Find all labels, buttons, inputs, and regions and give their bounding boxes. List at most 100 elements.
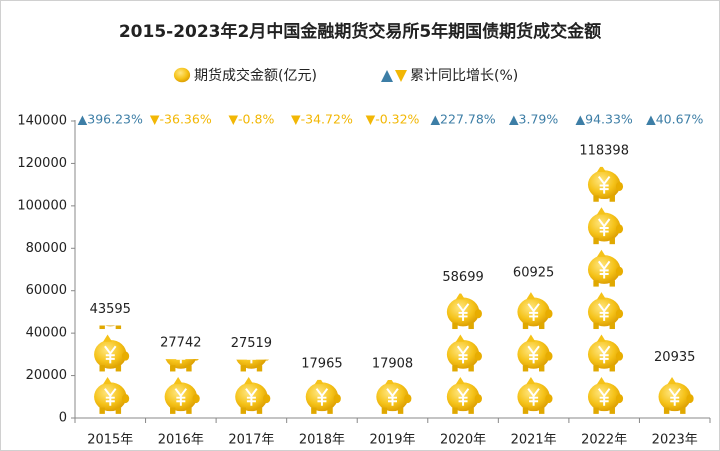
icon-snout	[121, 394, 130, 404]
icon-leg	[609, 407, 615, 414]
icon-yen	[527, 345, 540, 364]
icon-ear	[667, 376, 677, 385]
icon-snout	[615, 309, 624, 319]
icon-yen	[315, 388, 329, 406]
icon-leg	[452, 365, 458, 372]
icon-snout	[192, 394, 200, 404]
icon-leg	[99, 325, 105, 330]
icon-leg	[240, 407, 246, 414]
value-label: 58699	[442, 270, 483, 285]
icon-yen	[597, 260, 611, 279]
icon-leg	[539, 365, 545, 372]
icon-leg	[539, 322, 545, 330]
y-tick-label: 60000	[26, 283, 67, 298]
icon-leg	[593, 322, 599, 330]
icon-yen	[597, 303, 611, 321]
icon-snout	[263, 394, 271, 404]
icon-ear	[596, 166, 606, 173]
icon-leg	[609, 322, 615, 330]
icon-ear	[103, 376, 113, 385]
icon-leg	[609, 237, 615, 245]
icon-leg	[452, 322, 458, 330]
icon-leg	[311, 407, 317, 414]
icon-leg	[452, 407, 458, 414]
piggy-icon	[517, 376, 553, 414]
icon-snout	[615, 224, 624, 234]
piggy-icon	[94, 376, 130, 414]
value-label: 60925	[513, 265, 554, 280]
icon-yen	[597, 345, 611, 364]
piggy-icon	[446, 293, 482, 330]
icon-leg	[327, 407, 333, 414]
chart-title: 2015-2023年2月中国金融期货交易所5年期国债期货成交金额	[119, 21, 601, 42]
growth-label: ▼-36.36%	[150, 112, 212, 127]
bar	[446, 293, 482, 414]
icon-yen	[527, 388, 540, 406]
icon-snout	[474, 309, 482, 319]
bar	[376, 380, 412, 414]
piggy-icon	[235, 376, 271, 414]
icon-ear	[596, 207, 606, 215]
y-tick-label: 40000	[26, 326, 67, 341]
piggy-icon	[446, 334, 482, 372]
growth-label: ▼-0.32%	[366, 112, 420, 127]
value-label: 17908	[372, 357, 413, 372]
icon-yen	[386, 388, 399, 406]
icon-yen	[597, 175, 611, 194]
legend-label: 期货成交金额(亿元)	[194, 67, 317, 84]
growth-label: ▲396.23%	[78, 112, 143, 127]
icon-leg	[522, 407, 529, 414]
icon-leg	[468, 365, 474, 372]
growth-label: ▲40.67%	[646, 112, 703, 127]
icon-yen	[104, 388, 117, 406]
legend: 期货成交金额(亿元) 累计同比增长(%)	[173, 67, 518, 84]
piggy-icon	[164, 376, 200, 414]
piggy-icon	[517, 334, 553, 372]
icon-ear	[385, 380, 395, 385]
icon-snout	[615, 351, 624, 361]
icon-yen	[174, 388, 188, 406]
icon-leg	[186, 365, 192, 372]
growth-label: ▼-0.8%	[228, 112, 274, 127]
icon-snout	[686, 394, 694, 404]
icon-leg	[663, 407, 670, 414]
icon-leg	[256, 365, 263, 372]
value-label: 27519	[231, 336, 272, 351]
icon-leg	[468, 407, 474, 414]
bar	[305, 379, 341, 414]
icon-ear	[455, 376, 465, 385]
icon-leg	[609, 195, 615, 202]
icon-leg	[539, 407, 545, 414]
piggy-icon	[587, 207, 624, 245]
icon-leg	[99, 407, 105, 414]
icon-snout	[615, 266, 624, 276]
icon-leg	[256, 407, 263, 414]
value-label: 118398	[579, 143, 629, 158]
piggy-icon	[587, 166, 624, 202]
value-label: 43595	[90, 302, 131, 317]
icon-ear	[103, 334, 113, 342]
icon-snout	[121, 351, 130, 361]
icon-ear	[526, 292, 536, 300]
icon-leg	[170, 407, 176, 414]
icon-ear	[103, 292, 112, 299]
icon-leg	[609, 280, 615, 287]
growth-label: ▲94.33%	[576, 112, 633, 127]
y-tick-label: 0	[59, 411, 67, 426]
legend-icon	[381, 70, 393, 82]
icon-ear	[173, 376, 183, 385]
legend-label: 累计同比增长(%)	[410, 68, 518, 84]
icon-leg	[381, 407, 388, 414]
piggy-icon	[305, 379, 341, 414]
x-tick-label: 2015年	[87, 433, 133, 448]
bar	[517, 292, 553, 414]
icon-snout	[615, 394, 624, 404]
icon-leg	[170, 365, 176, 372]
bar	[94, 292, 130, 414]
icon-leg	[593, 407, 599, 414]
icon-snout	[193, 359, 199, 361]
x-tick-label: 2021年	[511, 433, 557, 448]
piggy-icon	[376, 380, 412, 414]
icon-leg	[664, 365, 669, 371]
